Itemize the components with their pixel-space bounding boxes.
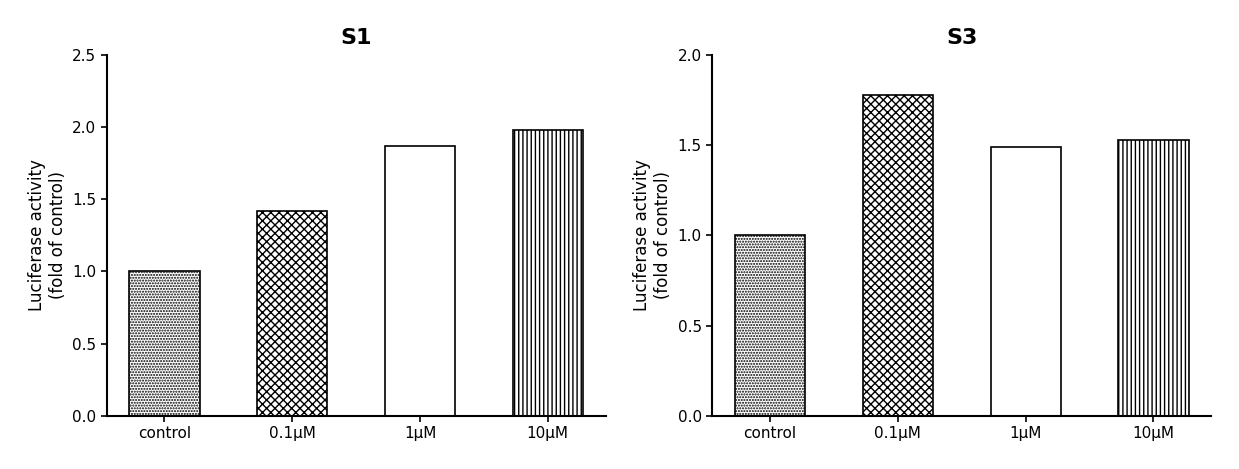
Bar bbox=[513, 130, 582, 416]
Bar bbox=[258, 211, 327, 416]
Bar bbox=[129, 272, 199, 416]
Bar bbox=[862, 95, 933, 416]
Y-axis label: Luciferase activity
(fold of control): Luciferase activity (fold of control) bbox=[27, 159, 67, 311]
Bar bbox=[385, 146, 455, 416]
Y-axis label: Luciferase activity
(fold of control): Luciferase activity (fold of control) bbox=[633, 159, 673, 311]
Title: S1: S1 bbox=[341, 28, 372, 48]
Bar bbox=[990, 147, 1061, 416]
Title: S3: S3 bbox=[947, 28, 978, 48]
Bar bbox=[735, 235, 805, 416]
Bar bbox=[1119, 140, 1188, 416]
